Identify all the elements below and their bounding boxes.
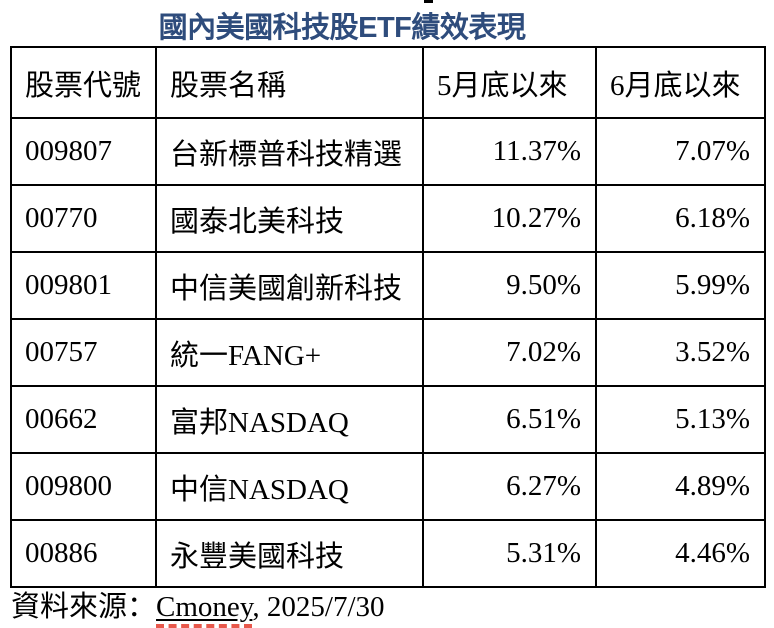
cell-since-june: 4.46% bbox=[595, 519, 766, 588]
cell-since-may: 11.37% bbox=[422, 117, 597, 186]
cell-since-may: 5.31% bbox=[422, 519, 597, 588]
column-header-stock-code: 股票代號 bbox=[10, 46, 157, 119]
source-note: 資料來源：Cmoney, 2025/7/30 bbox=[11, 583, 385, 628]
cell-stock-name: 統一FANG+ bbox=[155, 318, 424, 387]
cell-since-june: 7.07% bbox=[595, 117, 766, 186]
column-header-stock-name: 股票名稱 bbox=[155, 46, 424, 119]
cell-since-june: 6.18% bbox=[595, 184, 766, 253]
cell-stock-code: 00770 bbox=[10, 184, 157, 253]
source-prefix: 資料來源： bbox=[11, 591, 157, 623]
cell-stock-name: 台新標普科技精選 bbox=[155, 117, 424, 186]
cell-since-may: 10.27% bbox=[422, 184, 597, 253]
table-header-row: 股票代號 股票名稱 5月底以來 6月底以來 bbox=[10, 46, 766, 119]
cell-stock-name: 永豐美國科技 bbox=[155, 519, 424, 588]
cell-stock-code: 009801 bbox=[10, 251, 157, 320]
cursor-artifact-mark bbox=[424, 0, 433, 3]
cell-since-may: 6.51% bbox=[422, 385, 597, 454]
column-header-since-may: 5月底以來 bbox=[422, 46, 597, 119]
table-row: 00757 統一FANG+ 7.02% 3.52% bbox=[10, 318, 766, 387]
cell-stock-code: 00886 bbox=[10, 519, 157, 588]
page-title: 國內美國科技股ETF績效表現 bbox=[158, 12, 526, 44]
table-row: 009807 台新標普科技精選 11.37% 7.07% bbox=[10, 117, 766, 186]
cell-stock-code: 009807 bbox=[10, 117, 157, 186]
cell-since-june: 3.52% bbox=[595, 318, 766, 387]
cell-since-june: 5.13% bbox=[595, 385, 766, 454]
table-row: 009800 中信NASDAQ 6.27% 4.89% bbox=[10, 452, 766, 521]
cell-since-may: 7.02% bbox=[422, 318, 597, 387]
cell-since-may: 9.50% bbox=[422, 251, 597, 320]
cell-stock-code: 00757 bbox=[10, 318, 157, 387]
column-header-since-june: 6月底以來 bbox=[595, 46, 766, 119]
cell-stock-name: 中信美國創新科技 bbox=[155, 251, 424, 320]
cell-stock-name: 中信NASDAQ bbox=[155, 452, 424, 521]
table-row: 00886 永豐美國科技 5.31% 4.46% bbox=[10, 519, 766, 588]
source-link[interactable]: Cmoney bbox=[156, 591, 253, 628]
cell-stock-name: 富邦NASDAQ bbox=[155, 385, 424, 454]
table-row: 009801 中信美國創新科技 9.50% 5.99% bbox=[10, 251, 766, 320]
source-suffix: , 2025/7/30 bbox=[252, 591, 385, 623]
table-row: 00770 國泰北美科技 10.27% 6.18% bbox=[10, 184, 766, 253]
cell-stock-name: 國泰北美科技 bbox=[155, 184, 424, 253]
etf-performance-table: 股票代號 股票名稱 5月底以來 6月底以來 009807 台新標普科技精選 11… bbox=[10, 46, 766, 588]
table-row: 00662 富邦NASDAQ 6.51% 5.13% bbox=[10, 385, 766, 454]
cell-since-june: 4.89% bbox=[595, 452, 766, 521]
cell-since-may: 6.27% bbox=[422, 452, 597, 521]
cell-since-june: 5.99% bbox=[595, 251, 766, 320]
cell-stock-code: 009800 bbox=[10, 452, 157, 521]
cell-stock-code: 00662 bbox=[10, 385, 157, 454]
